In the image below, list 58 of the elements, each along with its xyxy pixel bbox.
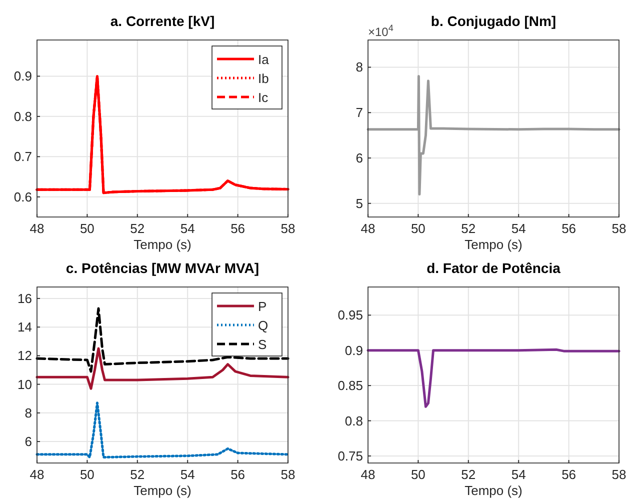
y-tick-label: 10 — [18, 376, 32, 392]
x-axis-title: Tempo (s) — [464, 483, 522, 498]
x-tick-label: 56 — [230, 221, 246, 236]
y-tick-label: 14 — [18, 320, 32, 335]
chart-title: b. Conjugado [Nm] — [430, 13, 556, 29]
x-tick-label: 56 — [562, 467, 576, 482]
y-tick-label: 12 — [18, 348, 32, 364]
legend-label: Ic — [258, 90, 269, 105]
x-tick-label: 54 — [511, 467, 526, 482]
y-tick-label: 0.7 — [14, 149, 32, 164]
x-tick-label: 48 — [360, 467, 376, 482]
y-tick-label: 6 — [356, 150, 363, 166]
x-tick-label: 54 — [180, 467, 195, 482]
y-tick-label: 8 — [24, 405, 32, 420]
legend-label: Ia — [258, 52, 270, 67]
y-tick-label: 0.9 — [344, 342, 363, 358]
legend-label: Ib — [258, 71, 269, 86]
x-tick-label: 56 — [230, 467, 246, 482]
y-tick-label: 7 — [356, 105, 363, 120]
x-tick-label: 56 — [562, 221, 576, 236]
chart-title: d. Fator de Potência — [426, 260, 561, 276]
x-tick-label: 54 — [180, 221, 195, 236]
y-tick-label: 8 — [356, 60, 363, 75]
chart-title: a. Corrente [kV] — [110, 13, 215, 29]
y-tick-label: 5 — [356, 196, 363, 211]
x-tick-label: 58 — [280, 467, 296, 482]
y-tick-label: 0.6 — [14, 189, 32, 204]
y-tick-label: 0.9 — [14, 68, 32, 84]
y-tick-label: 0.95 — [338, 308, 363, 323]
x-tick-label: 48 — [30, 221, 44, 236]
x-tick-label: 48 — [30, 467, 44, 482]
y-tick-label: 6 — [24, 434, 32, 450]
x-tick-label: 50 — [80, 467, 94, 482]
x-tick-label: 50 — [410, 467, 426, 482]
x-tick-label: 50 — [80, 221, 94, 236]
legend-label: Q — [258, 318, 268, 333]
x-tick-label: 52 — [130, 221, 145, 236]
legend-label: S — [258, 337, 267, 352]
y-tick-label: 0.75 — [338, 448, 363, 464]
y-tick-label: 0.8 — [14, 108, 32, 124]
y-tick-label: 0.85 — [338, 378, 363, 394]
x-axis-title: Tempo (s) — [134, 483, 192, 498]
text: ×10$^{4}$ — [368, 23, 394, 39]
x-axis-title: Tempo (s) — [134, 237, 192, 252]
x-axis-title: Tempo (s) — [464, 237, 522, 252]
x-tick-label: 58 — [612, 467, 626, 482]
x-tick-label: 58 — [280, 221, 296, 236]
x-tick-label: 54 — [511, 221, 526, 236]
x-tick-label: 52 — [461, 467, 476, 482]
y-tick-label: 16 — [18, 290, 32, 306]
y-tick-label: 0.8 — [344, 413, 363, 428]
x-tick-label: 48 — [360, 221, 376, 236]
x-tick-label: 52 — [130, 467, 145, 482]
x-tick-label: 52 — [461, 221, 476, 236]
x-tick-label: 58 — [612, 221, 626, 236]
legend-label: P — [258, 299, 267, 314]
x-tick-label: 50 — [410, 221, 426, 236]
chart-title: c. Potências [MW MVAr MVA] — [66, 260, 260, 276]
